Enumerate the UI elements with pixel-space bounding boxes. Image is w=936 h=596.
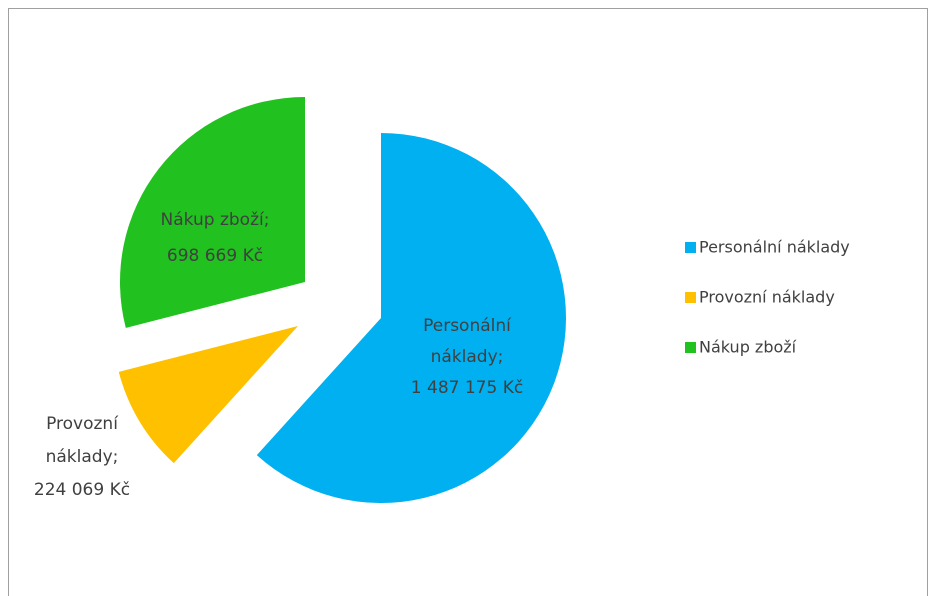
data-label: 1 487 175 Kč (411, 378, 523, 398)
legend-swatch (685, 292, 696, 303)
pie-slice (256, 133, 567, 503)
data-label: Nákup zboží; (161, 210, 270, 230)
data-label: Provozní (46, 414, 119, 434)
data-label: Personální (423, 316, 512, 336)
pie-slice (118, 326, 298, 464)
data-label: náklady; (431, 347, 504, 367)
legend-label: Personální náklady (699, 238, 850, 257)
data-label: náklady; (46, 447, 119, 467)
data-label: 698 669 Kč (167, 246, 263, 266)
legend-label: Provozní náklady (699, 288, 835, 307)
legend-swatch (685, 342, 696, 353)
legend-swatch (685, 242, 696, 253)
legend-label: Nákup zboží (699, 338, 797, 357)
pie-slice (119, 97, 305, 328)
data-label: 224 069 Kč (34, 480, 130, 500)
